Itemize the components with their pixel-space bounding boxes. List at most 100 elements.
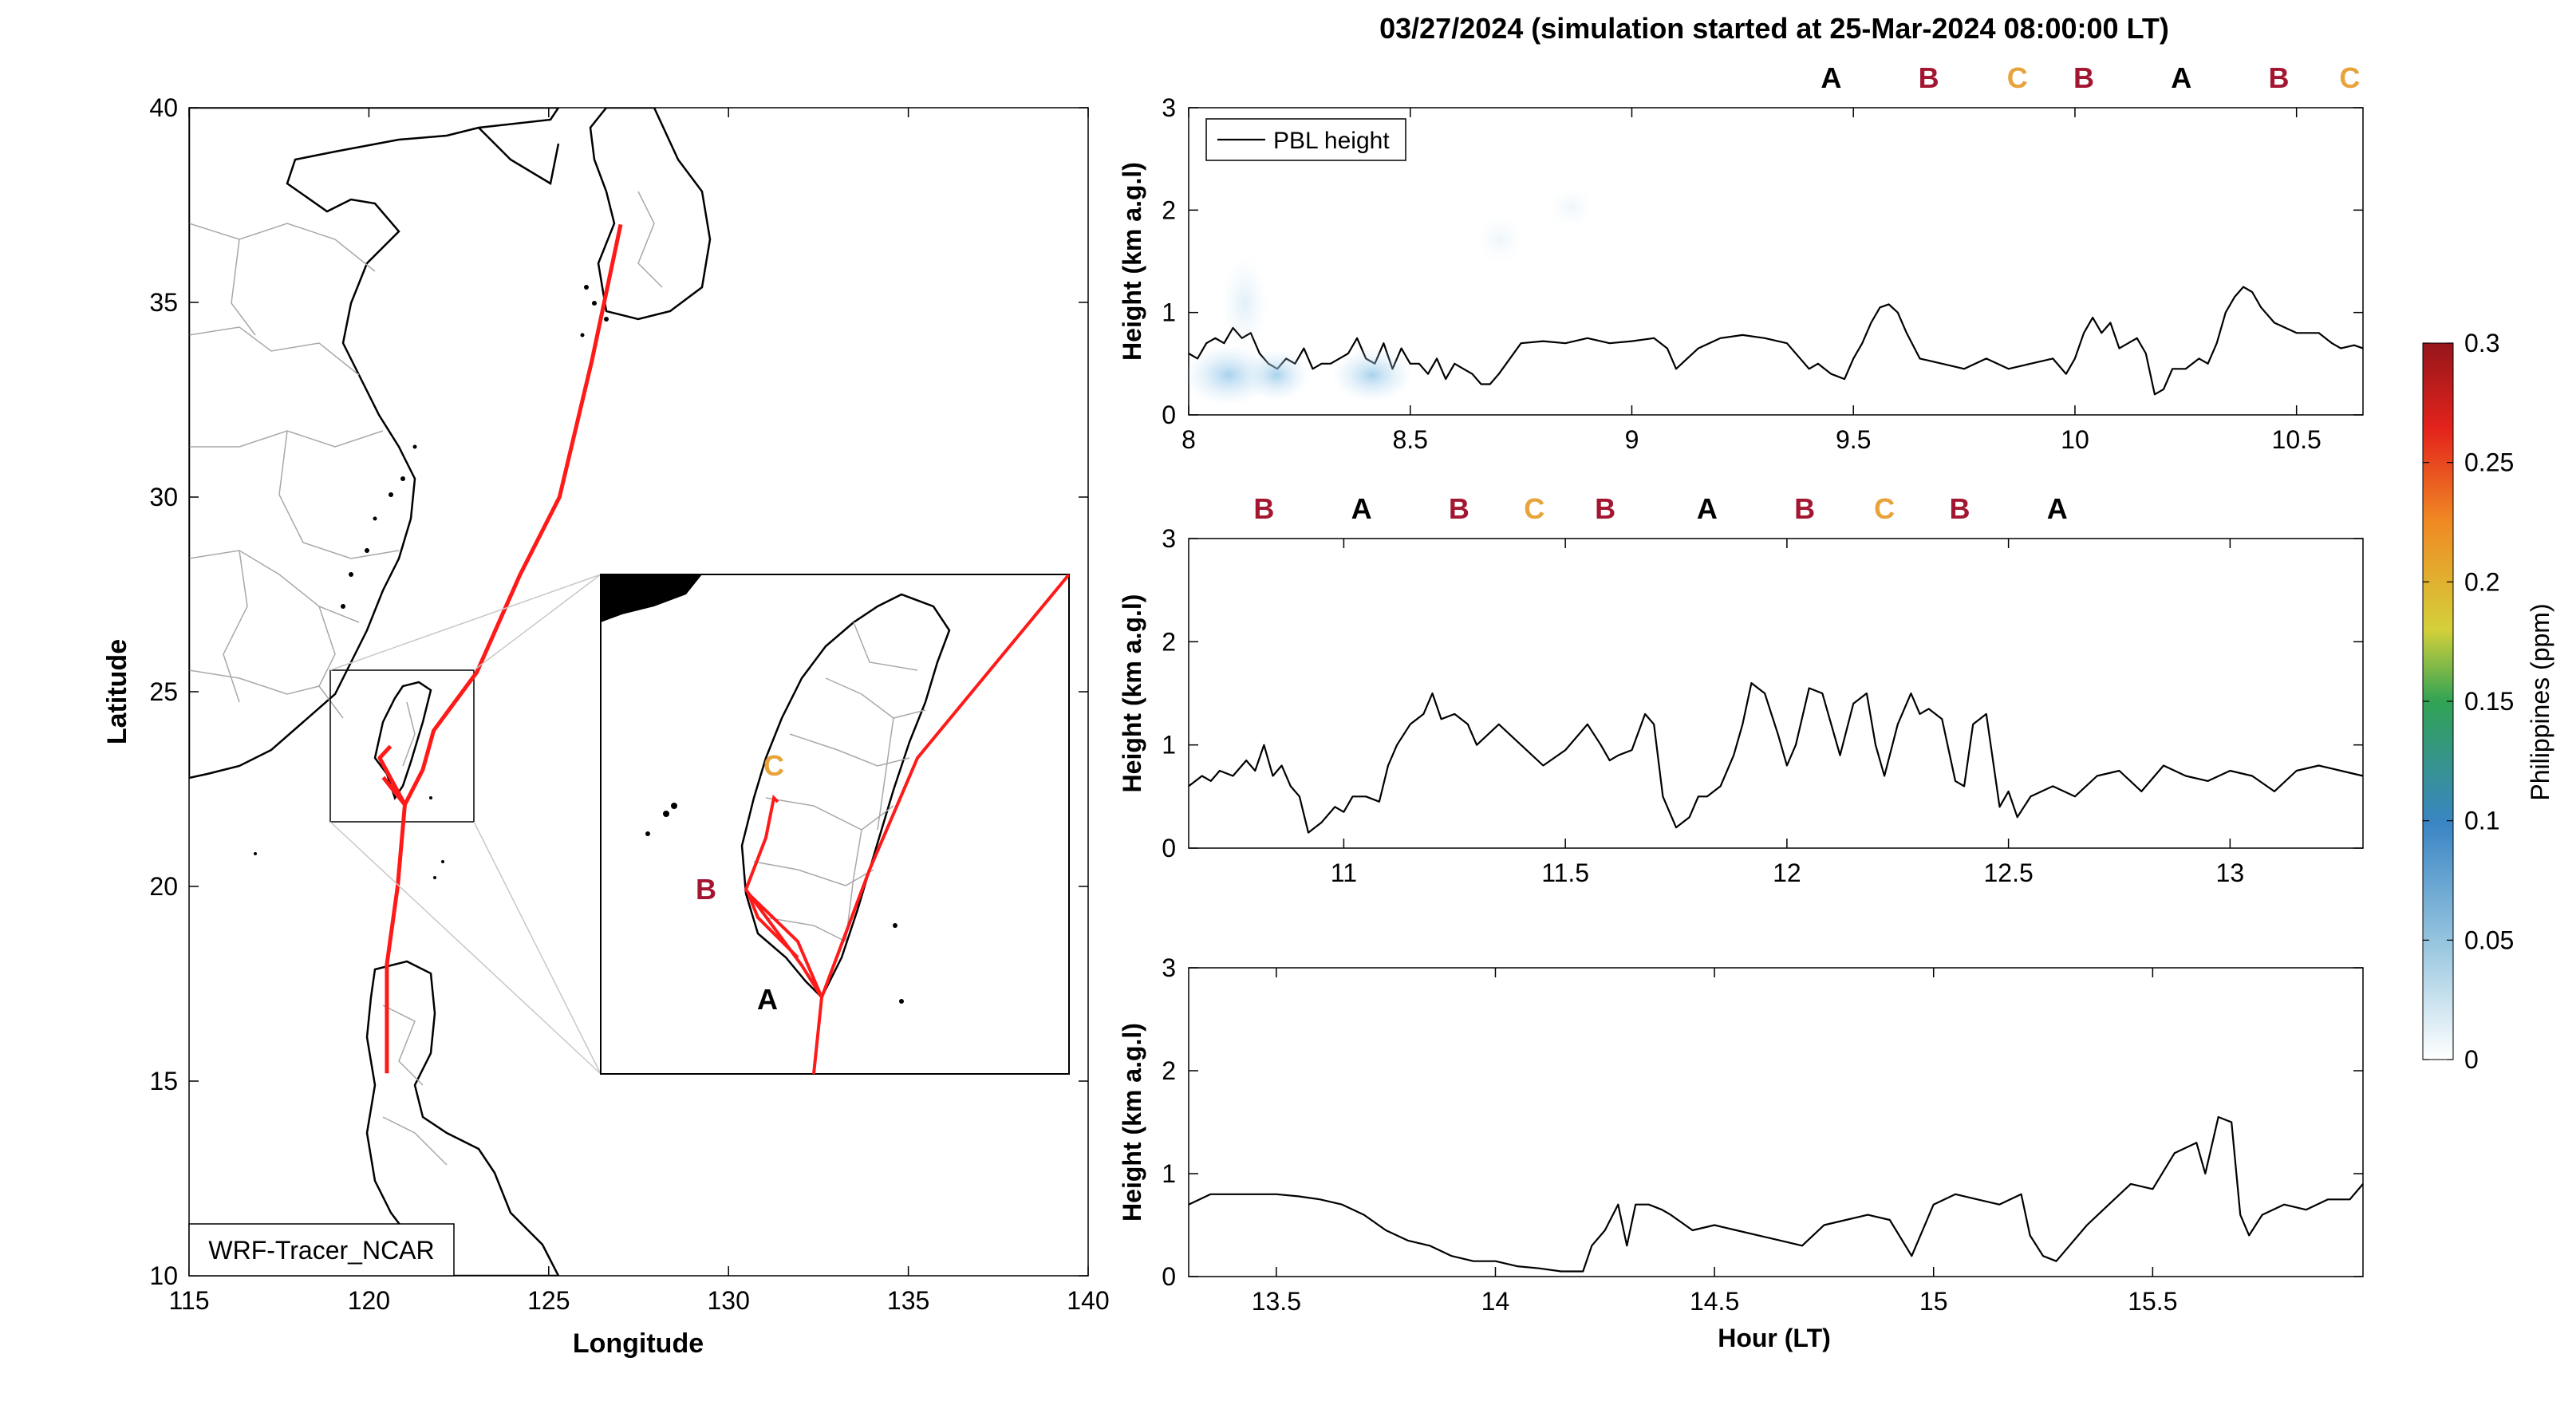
segment-letter-b: B (1919, 61, 1939, 94)
map-x-ticks: 115 120 125 130 135 140 (168, 108, 1110, 1315)
segment-letter-b: B (1595, 492, 1615, 525)
colorbar-tick-label: 0.05 (2464, 926, 2514, 954)
model-label-box (188, 1223, 455, 1277)
map-ytick-label: 20 (149, 872, 178, 901)
segment-letter-a: A (1821, 61, 1841, 94)
xtick-label: 15 (1919, 1287, 1948, 1316)
map-xtick-label: 135 (887, 1286, 929, 1315)
ytick-label: 2 (1162, 627, 1176, 656)
ytick-label: 1 (1162, 731, 1176, 760)
legend: PBL height (1205, 118, 1406, 161)
ytick-label: 3 (1162, 93, 1176, 122)
xtick-label: 12.5 (1983, 858, 2033, 887)
map-ytick-label: 10 (149, 1261, 178, 1290)
inset-label-c: C (763, 749, 784, 782)
segment-letter-a: A (1697, 492, 1718, 525)
ytick-label: 0 (1162, 1262, 1176, 1291)
map-ytick-label: 25 (149, 677, 178, 706)
ytick-label: 2 (1162, 195, 1176, 224)
segment-letter-a: A (1351, 492, 1372, 525)
colorbar: 0 0.05 0.1 0.15 0.2 0.25 0.3 Philippines (ppm) (2422, 329, 2554, 1074)
plot-area (1188, 538, 2364, 849)
ytick-label: 1 (1162, 298, 1176, 327)
xtick-label: 13 (2216, 858, 2245, 887)
xtick-label: 14.5 (1690, 1287, 1739, 1316)
xtick-label: 13.5 (1252, 1287, 1301, 1316)
panel-ylabel: Height (km a.g.l) (1118, 594, 1146, 793)
inset-label-b: B (696, 873, 716, 906)
inset-county-lines (753, 622, 926, 942)
segment-letter-a: A (2047, 492, 2068, 525)
xtick-label: 9.5 (1836, 425, 1871, 454)
ytick-label: 3 (1162, 524, 1176, 553)
colorbar-label: Philippines (ppm) (2526, 603, 2554, 800)
map-land (189, 108, 712, 1276)
colorbar-tick-label: 0 (2464, 1045, 2479, 1074)
map-xtick-label: 140 (1067, 1286, 1109, 1315)
ytick-label: 0 (1162, 401, 1176, 429)
coastal-islands (254, 285, 609, 879)
segment-letter-b: B (1794, 492, 1815, 525)
xtick-label: 9 (1625, 425, 1639, 454)
trajectory-line (377, 223, 623, 1074)
ytick-label: 3 (1162, 953, 1176, 982)
map-y-ticks: 10 15 20 25 30 35 40 (149, 93, 1088, 1290)
province-boundaries (189, 191, 663, 1166)
segment-letter-a: A (2171, 61, 2191, 94)
pbl-panel-1: 8 8.5 9 9.5 10 10.5 0 1 2 3 Height (km a.g.l) A B C B A… (1118, 61, 2364, 454)
xtick-label: 11.5 (1541, 858, 1589, 887)
segment-letter-c: C (2007, 61, 2028, 94)
segment-letter-c: C (1874, 492, 1895, 525)
map-xlabel: Longitude (573, 1328, 704, 1359)
figure-title: 03/27/2024 (simulation started at 25-Mar… (1379, 12, 2169, 45)
map-ytick-label: 40 (149, 93, 178, 122)
colorbar-tick-label: 0.3 (2464, 329, 2499, 357)
segment-letter-c: C (2339, 61, 2360, 94)
map-xtick-label: 125 (527, 1286, 570, 1315)
xtick-label: 14 (1481, 1287, 1510, 1316)
land-luzon (365, 960, 560, 1276)
ytick-label: 1 (1162, 1159, 1176, 1188)
segment-letter-b: B (1253, 492, 1274, 525)
colorbar-tick-label: 0.15 (2464, 687, 2514, 716)
segment-letter-b: B (2073, 61, 2094, 94)
colorbar-tick-label: 0.2 (2464, 567, 2499, 596)
segment-letter-b: B (1950, 492, 1970, 525)
inset-trajectory (812, 574, 1069, 1074)
colorbar-tick-label: 0.25 (2464, 448, 2514, 477)
map-xtick-label: 115 (168, 1286, 209, 1315)
map-ytick-label: 15 (149, 1067, 178, 1095)
panel-ylabel: Height (km a.g.l) (1118, 162, 1146, 361)
map-xtick-label: 120 (348, 1286, 390, 1315)
xtick-label: 11 (1331, 858, 1357, 887)
land-korea (589, 108, 712, 321)
segment-letter-b: B (1449, 492, 1469, 525)
plot-area (1188, 107, 2364, 416)
inset-taiwan (740, 593, 951, 1000)
ytick-label: 2 (1162, 1056, 1176, 1085)
inset-connector-top (473, 574, 602, 671)
segment-letter-c: C (1524, 492, 1544, 525)
ytick-label: 0 (1162, 834, 1176, 862)
map-ylabel: Latitude (102, 639, 132, 744)
xtick-label: 12 (1773, 858, 1801, 887)
pbl-height-line (1188, 682, 2364, 834)
segment-letter-b: B (2268, 61, 2289, 94)
xtick-label: 8.5 (1392, 425, 1427, 454)
model-label: WRF-Tracer_NCAR (208, 1236, 434, 1265)
xtick-label: 15.5 (2128, 1287, 2177, 1316)
tracer-shading (1185, 187, 1594, 405)
xtick-label: 10.5 (2272, 425, 2322, 454)
panel-xlabel: Hour (LT) (1718, 1324, 1831, 1352)
inset-label-a: A (757, 983, 778, 1016)
land-china (189, 108, 560, 780)
map-xtick-label: 130 (708, 1286, 750, 1315)
colorbar-tick-label: 0.1 (2464, 807, 2499, 835)
panel-ylabel: Height (km a.g.l) (1118, 1023, 1146, 1222)
xtick-label: 8 (1181, 425, 1196, 454)
plot-area (1188, 967, 2364, 1277)
map-inset: C B A (600, 574, 1070, 1075)
map-panel: 115 120 125 130 135 140 10 15 20 25 30 35 40 Longit… (102, 93, 1110, 1359)
